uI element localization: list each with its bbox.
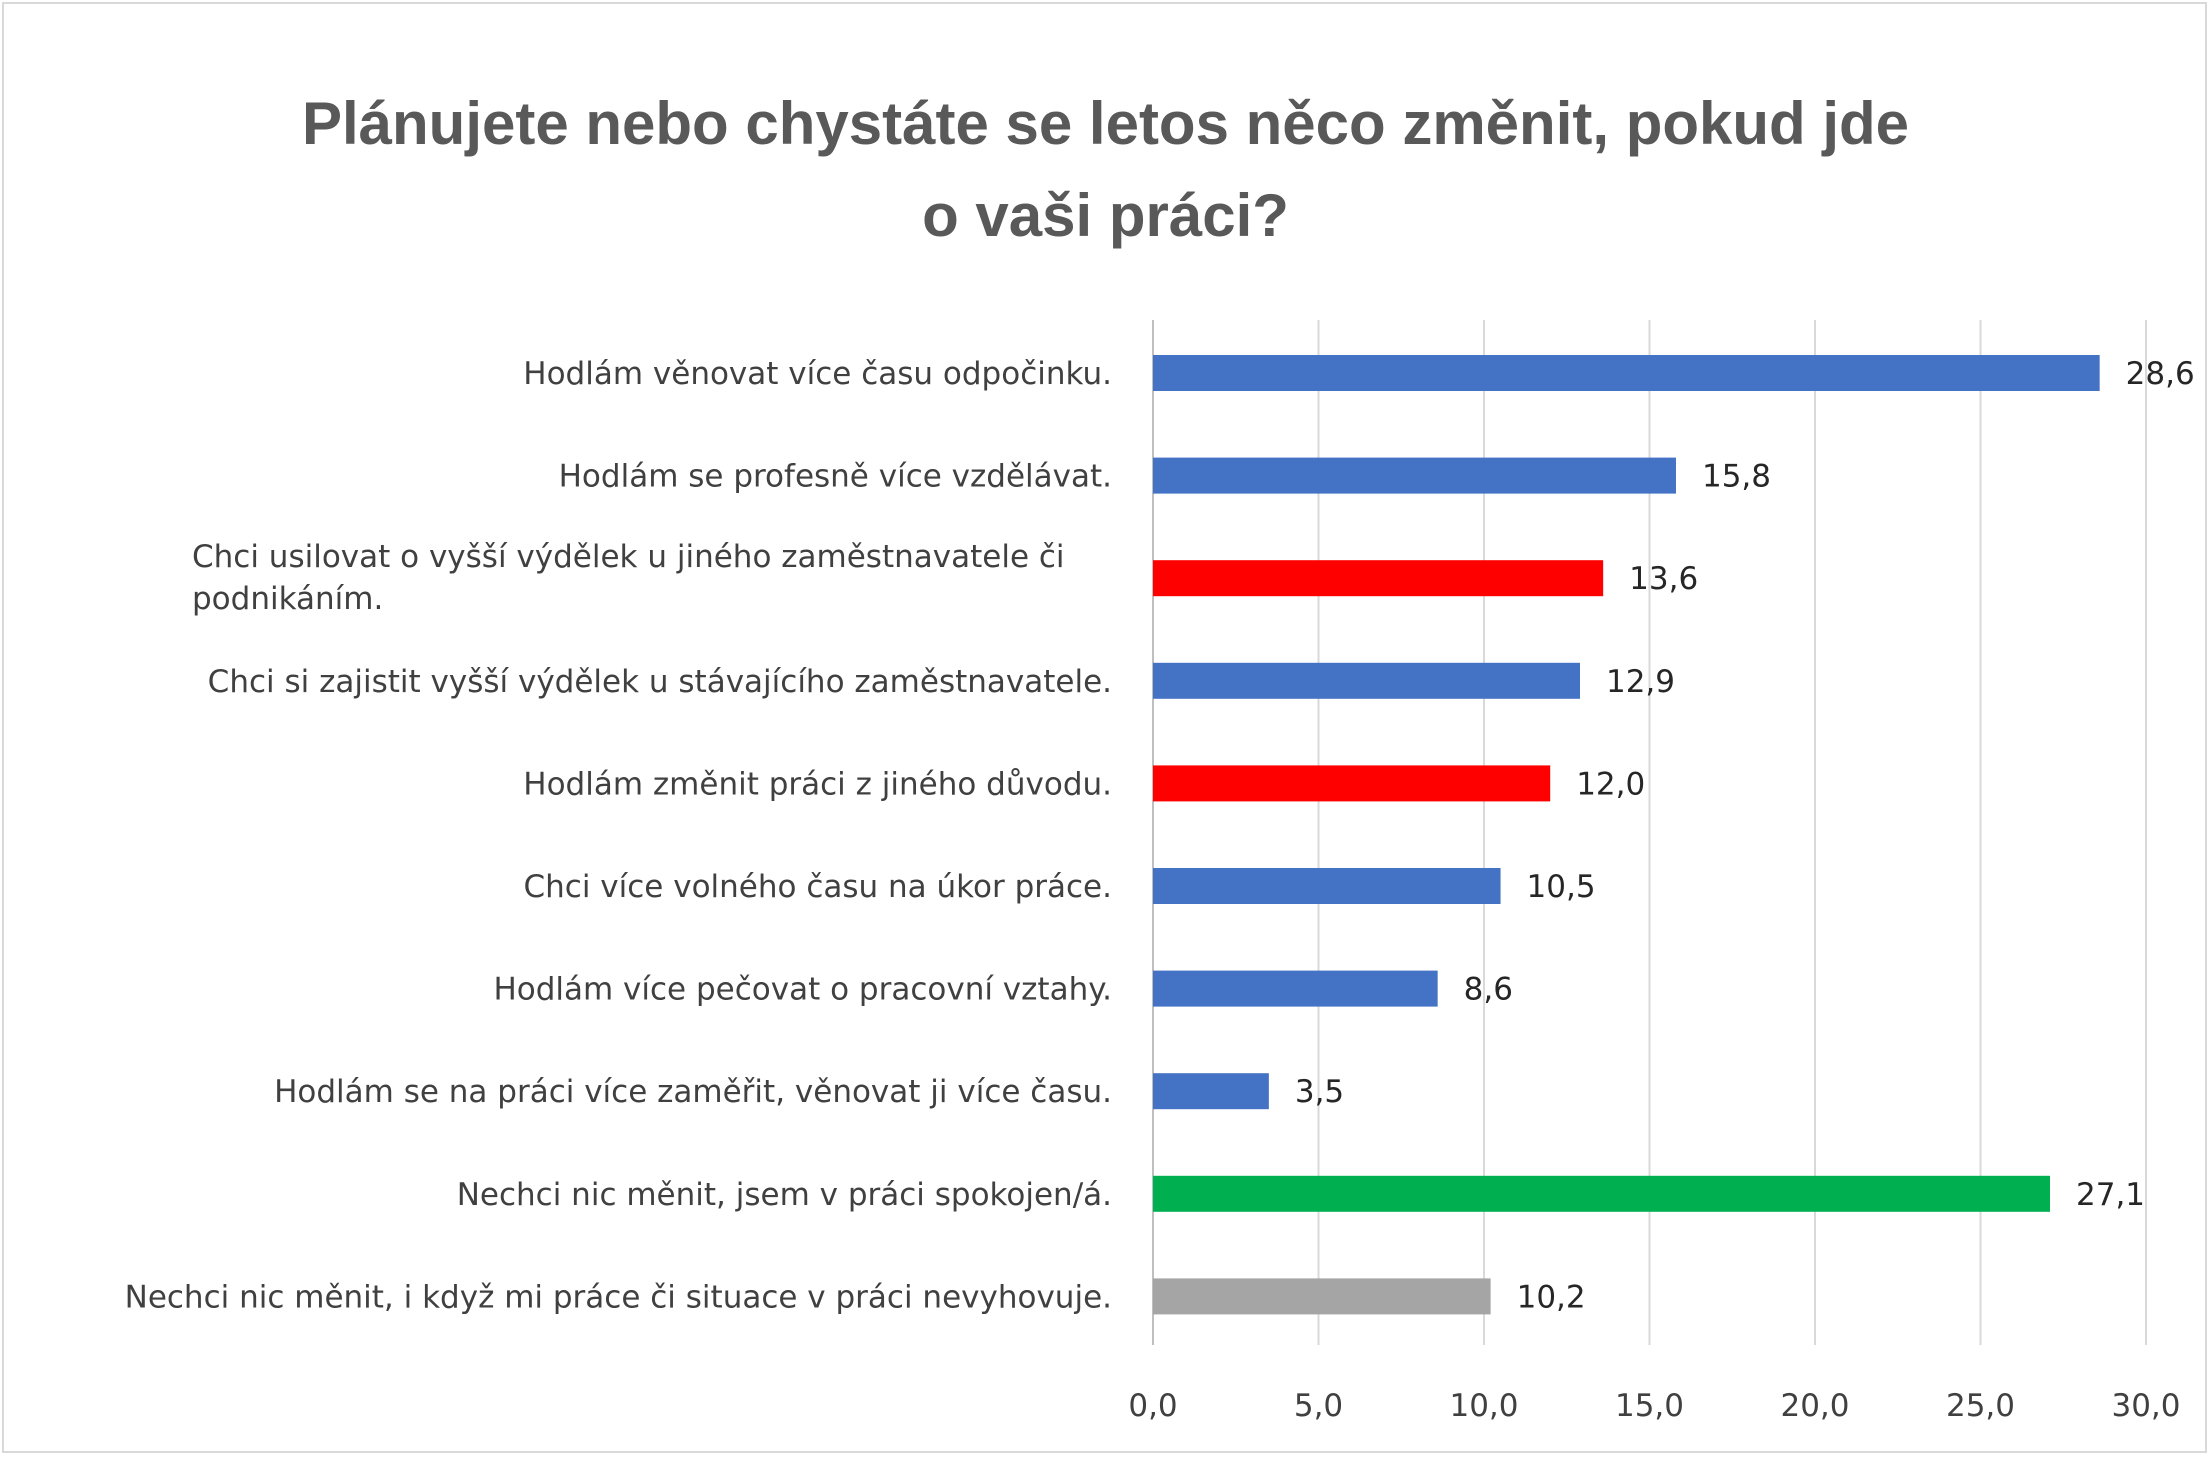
category-label: Nechci nic měnit, i když mi práce či sit… (125, 1279, 1112, 1315)
x-tick-label: 20,0 (1780, 1388, 1849, 1424)
data-label: 12,9 (1606, 664, 1675, 700)
bar (1153, 560, 1604, 597)
data-label: 10,2 (1517, 1279, 1586, 1315)
category-label: Chci více volného času na úkor práce. (524, 869, 1113, 905)
x-tick-label: 25,0 (1946, 1388, 2015, 1424)
category-labels: Hodlám věnovat více času odpočinku. Hodlá… (125, 356, 1112, 1315)
category-label: Hodlám se na práci více zaměřit, věnovat… (274, 1074, 1112, 1110)
data-label: 3,5 (1295, 1074, 1344, 1110)
bar (1153, 355, 2100, 391)
bars (1153, 355, 2100, 1315)
category-label: Hodlám změnit práci z jiného důvodu. (523, 766, 1112, 802)
bar (1153, 1278, 1491, 1315)
data-label: 13,6 (1629, 561, 1698, 597)
data-label: 12,0 (1576, 766, 1645, 802)
x-tick-label: 5,0 (1294, 1388, 1343, 1424)
x-axis-tick-labels: 0,0 5,0 10,0 15,0 20,0 25,0 30,0 (1128, 1388, 2180, 1424)
x-tick-label: 30,0 (2111, 1388, 2180, 1424)
data-label: 8,6 (1464, 972, 1513, 1008)
data-label: 10,5 (1527, 869, 1596, 905)
bar (1153, 970, 1438, 1007)
chart-title-line-2: o vaši práci? (922, 182, 1289, 249)
bar (1153, 662, 1580, 699)
data-label: 27,1 (2076, 1177, 2145, 1213)
x-tick-label: 10,0 (1449, 1388, 1518, 1424)
bar (1153, 765, 1551, 802)
bar (1153, 868, 1501, 904)
category-label: Chci si zajistit vyšší výdělek u stávají… (208, 664, 1112, 700)
data-label: 28,6 (2126, 356, 2195, 392)
category-label-line: podnikáním. (192, 581, 383, 617)
category-label: Hodlám věnovat více času odpočinku. (523, 356, 1112, 392)
x-tick-label: 15,0 (1615, 1388, 1684, 1424)
bar (1153, 1175, 2051, 1212)
category-label: Hodlám se profesně více vzdělávat. (559, 459, 1112, 495)
category-label: Nechci nic měnit, jsem v práci spokojen/… (457, 1177, 1112, 1213)
data-labels: 28,6 15,8 13,6 12,9 12,0 10,5 8,6 3,5 27,1 10,2 (1295, 356, 2195, 1315)
chart-title: Plánujete nebo chystáte se letos něco zm… (0, 78, 2211, 262)
data-label: 15,8 (1702, 459, 1771, 495)
category-label-line: Chci usilovat o vyšší výdělek u jiného z… (192, 539, 1065, 575)
chart-title-line-1: Plánujete nebo chystáte se letos něco zm… (301, 90, 1910, 157)
x-tick-label: 0,0 (1128, 1388, 1177, 1424)
category-label: Hodlám více pečovat o pracovní vztahy. (493, 972, 1112, 1008)
bar (1153, 457, 1676, 494)
bar (1153, 1073, 1269, 1110)
